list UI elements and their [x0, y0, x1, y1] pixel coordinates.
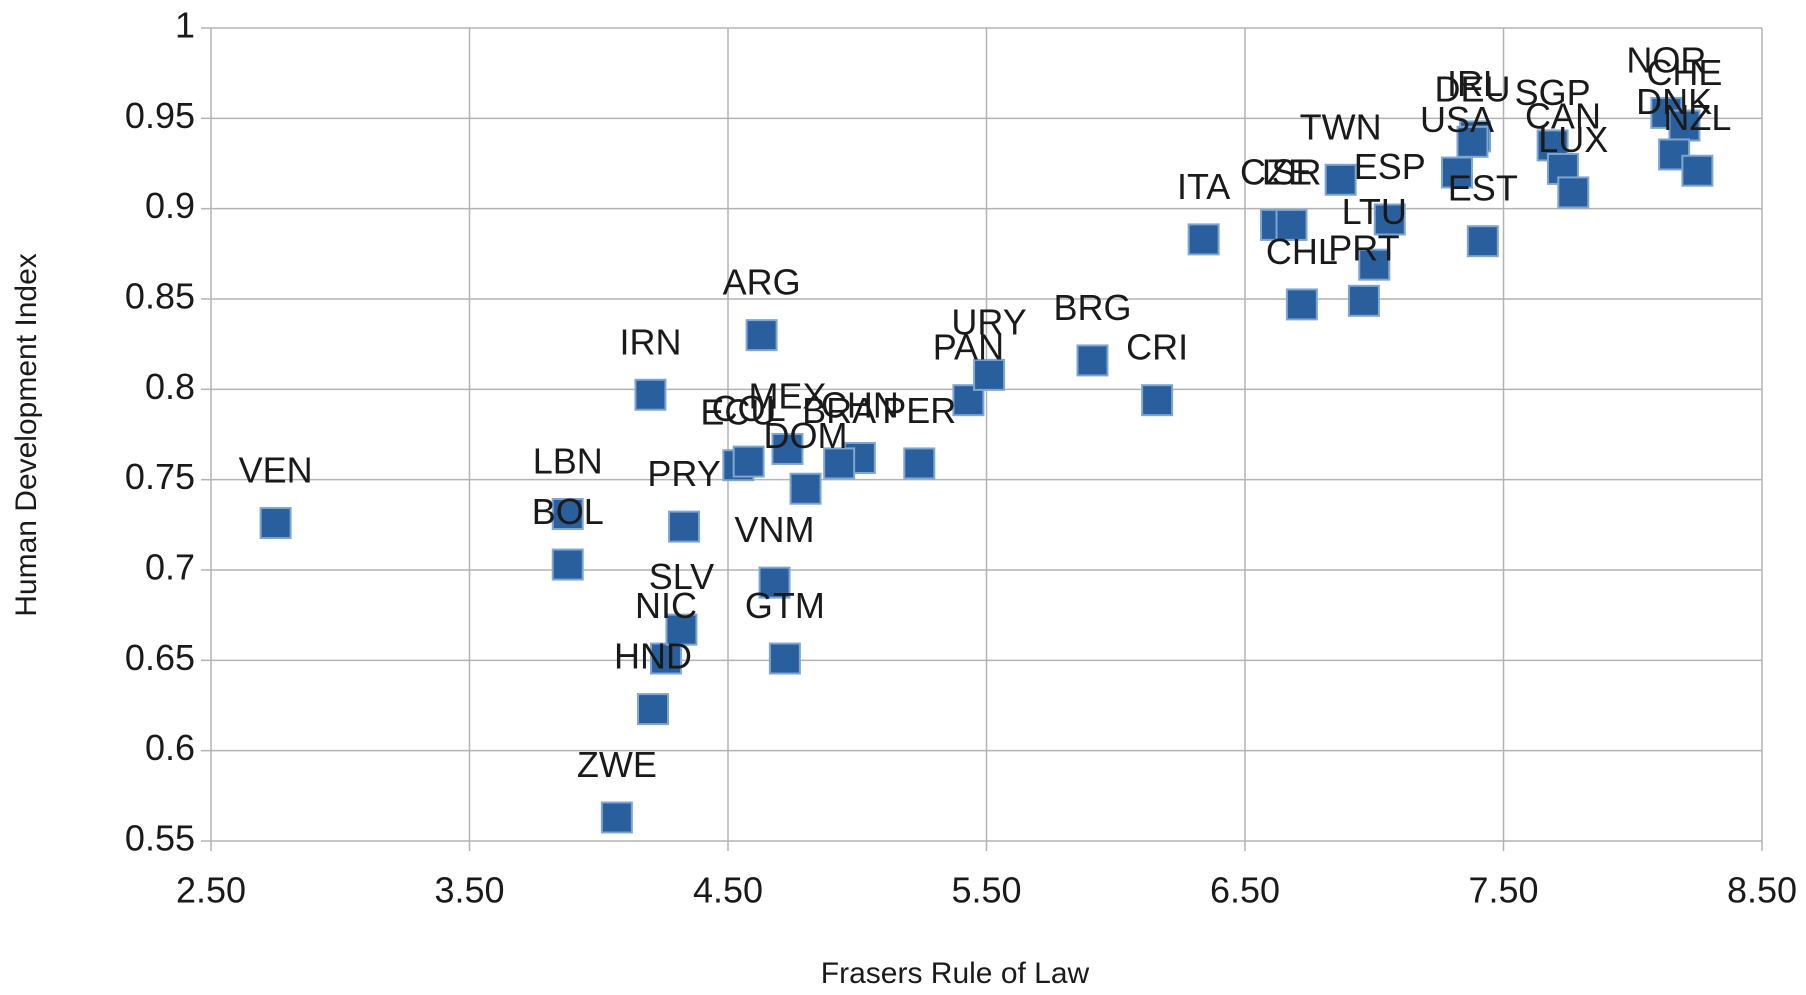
point-label: DOM	[764, 415, 848, 456]
point	[758, 566, 791, 599]
point	[1076, 344, 1109, 377]
point-label: CAN	[1525, 95, 1601, 136]
point-label: CHL	[1266, 231, 1338, 272]
point-label: VNM	[735, 509, 815, 550]
point-label: GTM	[745, 585, 825, 626]
point	[771, 432, 804, 465]
point	[903, 447, 936, 480]
point-label: USA	[1420, 99, 1494, 140]
point	[789, 472, 822, 505]
x-tick-label: 6.50	[1210, 870, 1280, 911]
point-label: PAN	[933, 327, 1004, 368]
point	[1285, 288, 1318, 321]
point-label: SGP	[1515, 72, 1591, 113]
point-label: ISR	[1262, 151, 1322, 192]
y-tick-label: 0.9	[145, 185, 195, 226]
x-tick-label: 4.50	[693, 870, 763, 911]
point	[649, 642, 682, 675]
y-tick-label: 0.8	[145, 366, 195, 407]
y-tick-label: 0.7	[145, 547, 195, 588]
point-label: ITA	[1177, 166, 1230, 207]
point-label: PER	[882, 390, 956, 431]
x-axis-title: Frasers Rule of Law	[821, 957, 1090, 990]
point-label: PRY	[647, 453, 720, 494]
point	[1347, 284, 1380, 317]
point-label: URY	[951, 301, 1026, 342]
point-label: ARG	[723, 262, 801, 303]
point-label: NZL	[1663, 97, 1731, 138]
point	[1668, 109, 1701, 142]
point-label: NOR	[1626, 39, 1706, 80]
point-label: CHN	[821, 385, 899, 426]
y-tick-label: 0.95	[125, 95, 195, 136]
point	[1658, 138, 1691, 171]
point-label: IRN	[619, 321, 681, 362]
point-label: DNK	[1636, 81, 1712, 122]
point-label: HND	[614, 636, 692, 677]
point	[259, 507, 292, 540]
point	[1187, 223, 1220, 256]
point-label: CZE	[1240, 151, 1312, 192]
point	[600, 801, 633, 834]
point-label: EST	[1448, 168, 1518, 209]
point	[668, 510, 701, 543]
point-label: LTU	[1342, 191, 1407, 232]
point	[745, 319, 778, 352]
point	[1681, 154, 1714, 187]
point	[768, 642, 801, 675]
point	[1466, 225, 1499, 258]
point	[1275, 208, 1308, 241]
point	[665, 613, 698, 646]
point	[551, 497, 584, 530]
y-tick-label: 0.6	[145, 727, 195, 768]
point	[551, 548, 584, 581]
point	[1141, 384, 1174, 417]
point-label: IRL	[1447, 63, 1503, 104]
point-label: BOL	[532, 491, 604, 532]
point-label: LUX	[1538, 119, 1608, 160]
point	[1358, 248, 1391, 281]
point	[1373, 203, 1406, 236]
point	[973, 358, 1006, 391]
point-label: SLV	[649, 556, 714, 597]
point-label: VEN	[239, 450, 313, 491]
point	[1440, 156, 1473, 189]
y-tick-label: 0.55	[125, 818, 195, 859]
point	[823, 447, 856, 480]
point-label: ZWE	[577, 744, 657, 785]
point-label: ECU	[700, 392, 776, 433]
x-tick-label: 5.50	[951, 870, 1021, 911]
x-tick-label: 8.50	[1727, 870, 1797, 911]
point-label: BRA	[802, 390, 876, 431]
point	[637, 693, 670, 726]
x-tick-label: 3.50	[434, 870, 504, 911]
x-tick-label: 2.50	[176, 870, 246, 911]
point	[1456, 125, 1489, 158]
y-tick-label: 0.75	[125, 456, 195, 497]
point	[1324, 163, 1357, 196]
point-label: PRT	[1328, 227, 1399, 268]
point	[1557, 176, 1590, 209]
x-tick-label: 7.50	[1468, 870, 1538, 911]
y-axis-title: Human Development Index	[10, 253, 43, 617]
y-tick-label: 0.85	[125, 276, 195, 317]
point-label: NIC	[635, 585, 697, 626]
point-label: TWN	[1300, 106, 1382, 147]
point-label: COL	[712, 388, 786, 429]
point-label: LBN	[533, 441, 603, 482]
point-label: ESP	[1354, 146, 1426, 187]
point-label: CHE	[1646, 52, 1722, 93]
y-tick-label: 0.65	[125, 637, 195, 678]
point-label: BRG	[1053, 287, 1131, 328]
point-label: MEX	[748, 375, 826, 416]
point-label: CRI	[1126, 327, 1188, 368]
y-tick-label: 1	[175, 5, 195, 46]
point	[732, 445, 765, 478]
point	[634, 378, 667, 411]
point-label: DEU	[1434, 68, 1510, 109]
